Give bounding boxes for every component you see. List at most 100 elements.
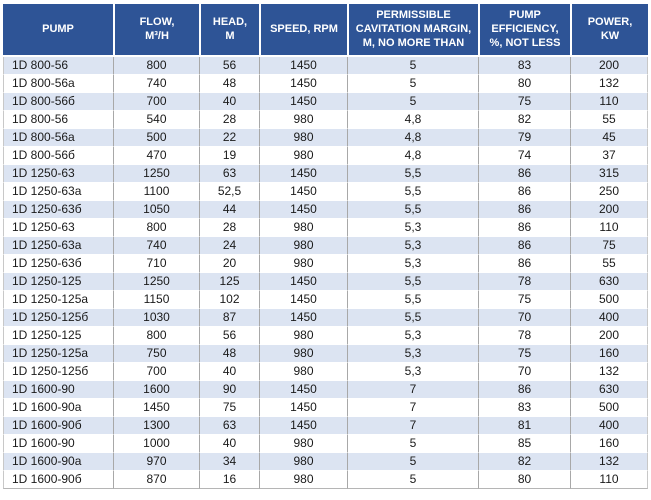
cell-pump: 1D 1250-63a <box>3 237 113 256</box>
cell-speed: 980 <box>259 255 347 274</box>
cell-head: 87 <box>199 309 259 328</box>
cell-cavitation-margin: 5 <box>347 435 478 454</box>
column-header-power: POWER, KW <box>570 4 648 58</box>
cell-efficiency: 83 <box>478 399 570 418</box>
cell-power: 160 <box>570 345 648 364</box>
cell-head: 48 <box>199 75 259 94</box>
cell-cavitation-margin: 5,3 <box>347 363 478 382</box>
cell-head: 34 <box>199 453 259 472</box>
table-row: 1D 1250-63б 1050 44 1450 5,5 86 200 <box>3 201 648 220</box>
cell-flow: 1100 <box>113 183 199 202</box>
table-row: 1D 1250-63a 740 24 980 5,3 86 75 <box>3 237 648 256</box>
cell-cavitation-margin: 4,8 <box>347 111 478 130</box>
cell-flow: 800 <box>113 327 199 346</box>
cell-flow: 1250 <box>113 273 199 292</box>
cell-efficiency: 86 <box>478 219 570 238</box>
cell-power: 132 <box>570 75 648 94</box>
cell-efficiency: 75 <box>478 93 570 112</box>
cell-flow: 1150 <box>113 291 199 310</box>
table-row: 1D 1250-63 1250 63 1450 5,5 86 315 <box>3 165 648 184</box>
cell-head: 24 <box>199 237 259 256</box>
cell-efficiency: 82 <box>478 453 570 472</box>
cell-power: 132 <box>570 363 648 382</box>
cell-power: 37 <box>570 147 648 166</box>
table-row: 1D 1250-125a 1150 102 1450 5,5 75 500 <box>3 291 648 310</box>
cell-pump: 1D 1250-125a <box>3 345 113 364</box>
cell-power: 500 <box>570 399 648 418</box>
cell-flow: 700 <box>113 363 199 382</box>
cell-head: 19 <box>199 147 259 166</box>
cell-speed: 1450 <box>259 309 347 328</box>
cell-power: 110 <box>570 219 648 238</box>
cell-head: 75 <box>199 399 259 418</box>
cell-power: 400 <box>570 309 648 328</box>
cell-efficiency: 80 <box>478 471 570 490</box>
cell-power: 200 <box>570 201 648 220</box>
cell-head: 44 <box>199 201 259 220</box>
cell-speed: 980 <box>259 363 347 382</box>
cell-speed: 980 <box>259 327 347 346</box>
cell-speed: 980 <box>259 435 347 454</box>
cell-power: 630 <box>570 381 648 400</box>
cell-efficiency: 74 <box>478 147 570 166</box>
cell-cavitation-margin: 5 <box>347 453 478 472</box>
cell-cavitation-margin: 7 <box>347 417 478 436</box>
table-row: 1D 1600-90a 970 34 980 5 82 132 <box>3 453 648 472</box>
cell-efficiency: 81 <box>478 417 570 436</box>
cell-efficiency: 82 <box>478 111 570 130</box>
cell-speed: 1450 <box>259 93 347 112</box>
cell-pump: 1D 1250-63б <box>3 201 113 220</box>
cell-cavitation-margin: 5 <box>347 57 478 76</box>
cell-head: 56 <box>199 327 259 346</box>
cell-pump: 1D 800-56б <box>3 93 113 112</box>
cell-flow: 540 <box>113 111 199 130</box>
cell-power: 45 <box>570 129 648 148</box>
cell-pump: 1D 1600-90б <box>3 417 113 436</box>
cell-head: 28 <box>199 219 259 238</box>
cell-head: 90 <box>199 381 259 400</box>
cell-power: 315 <box>570 165 648 184</box>
cell-head: 125 <box>199 273 259 292</box>
cell-efficiency: 86 <box>478 201 570 220</box>
cell-flow: 1000 <box>113 435 199 454</box>
table-row: 1D 800-56б 470 19 980 4,8 74 37 <box>3 147 648 166</box>
cell-flow: 740 <box>113 237 199 256</box>
cell-efficiency: 86 <box>478 183 570 202</box>
cell-pump: 1D 1250-125 <box>3 273 113 292</box>
column-header-head: HEAD, M <box>199 4 259 58</box>
cell-cavitation-margin: 5,5 <box>347 273 478 292</box>
cell-power: 630 <box>570 273 648 292</box>
cell-speed: 980 <box>259 111 347 130</box>
cell-pump: 1D 1250-125б <box>3 363 113 382</box>
cell-pump: 1D 1250-125б <box>3 309 113 328</box>
cell-pump: 1D 1600-90a <box>3 399 113 418</box>
column-header-flow: FLOW, M³/H <box>113 4 199 58</box>
cell-pump: 1D 1250-63 <box>3 165 113 184</box>
cell-cavitation-margin: 4,8 <box>347 147 478 166</box>
cell-cavitation-margin: 5,5 <box>347 201 478 220</box>
table-row: 1D 1250-125a 750 48 980 5,3 75 160 <box>3 345 648 364</box>
cell-efficiency: 70 <box>478 363 570 382</box>
table-row: 1D 1250-63a 1100 52,5 1450 5,5 86 250 <box>3 183 648 202</box>
cell-efficiency: 79 <box>478 129 570 148</box>
cell-power: 160 <box>570 435 648 454</box>
cell-cavitation-margin: 5,3 <box>347 219 478 238</box>
cell-head: 102 <box>199 291 259 310</box>
cell-power: 110 <box>570 93 648 112</box>
cell-efficiency: 78 <box>478 327 570 346</box>
table-row: 1D 1600-90 1600 90 1450 7 86 630 <box>3 381 648 400</box>
cell-efficiency: 86 <box>478 165 570 184</box>
cell-power: 400 <box>570 417 648 436</box>
cell-speed: 980 <box>259 147 347 166</box>
cell-power: 200 <box>570 327 648 346</box>
cell-cavitation-margin: 5,5 <box>347 309 478 328</box>
cell-speed: 980 <box>259 219 347 238</box>
column-header-cavitation-margin: PERMISSIBLE CAVITATION MARGIN, M, NO MOR… <box>347 4 478 58</box>
cell-head: 16 <box>199 471 259 490</box>
cell-speed: 1450 <box>259 165 347 184</box>
cell-power: 200 <box>570 57 648 76</box>
cell-flow: 870 <box>113 471 199 490</box>
cell-power: 250 <box>570 183 648 202</box>
cell-speed: 1450 <box>259 201 347 220</box>
